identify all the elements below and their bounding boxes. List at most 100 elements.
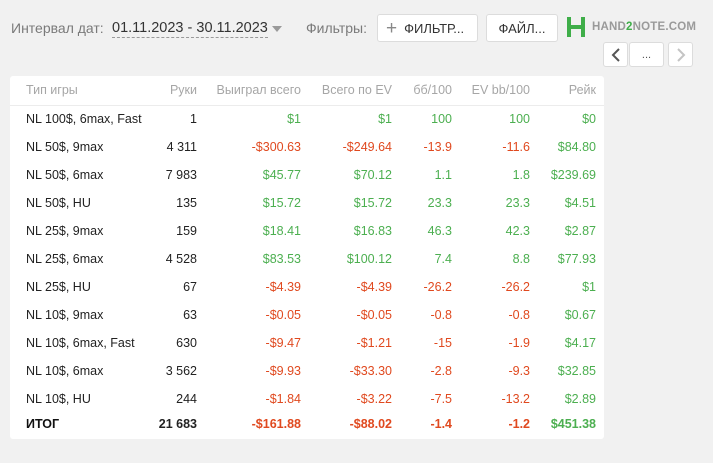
cell-hands: 3 562: [165, 364, 197, 378]
cell-ev-total: $16.83: [353, 224, 392, 238]
date-interval-picker[interactable]: 01.11.2023 - 30.11.2023: [112, 20, 268, 38]
table-body: NL 100$, 6max, Fast 1 $1 $1 100 100 $0 NL 50$, …: [10, 105, 604, 435]
cell-won-total: -$0.05: [265, 308, 301, 322]
cell-rake: $4.17: [564, 336, 596, 350]
plus-icon: +: [386, 17, 398, 39]
total-row[interactable]: ИТОГ 21 683 -$161.88 -$88.02 -1.4 -1.2 $451.38: [10, 413, 604, 435]
table-row[interactable]: NL 50$, 9max 4 311 -$300.63 -$249.64 -13.9 -1…: [10, 133, 604, 161]
column-header-ev-bb100[interactable]: EV bb/100: [460, 76, 538, 106]
table-row[interactable]: NL 100$, 6max, Fast 1 $1 $1 100 100 $0: [10, 105, 604, 133]
cell-won-total: -$300.63: [251, 140, 301, 154]
cell-hands: 63: [183, 308, 197, 322]
table-row[interactable]: NL 25$, HU 67 -$4.39 -$4.39 -26.2 -26.2 $1: [10, 273, 604, 301]
table-row[interactable]: NL 25$, 9max 159 $18.41 $16.83 46.3 42.3 $2.87: [10, 217, 604, 245]
cell-game-type: NL 50$, 6max: [26, 168, 104, 182]
cell-hands: 4 311: [166, 140, 197, 154]
cell-won-total: -$4.39: [265, 280, 301, 294]
cell-ev-total: $15.72: [353, 196, 392, 210]
cell-game-type: NL 25$, 6max: [26, 252, 104, 266]
cell-ev-bb100: -1.9: [508, 336, 530, 350]
cell-ev-total: -$4.39: [356, 280, 392, 294]
chevron-right-icon: [676, 47, 685, 62]
cell-game-type: NL 100$, 6max, Fast: [26, 112, 142, 127]
cell-ev-total: -$1.21: [356, 336, 392, 350]
table-row[interactable]: NL 50$, HU 135 $15.72 $15.72 23.3 23.3 $4.51: [10, 189, 604, 217]
cell-ev-total: -$3.22: [356, 392, 392, 406]
cell-game-type: NL 10$, 6max: [26, 364, 104, 378]
cell-won-total: $45.77: [262, 168, 301, 182]
column-header-ev-total[interactable]: Всего по EV: [309, 76, 400, 106]
cell-rake: $1: [582, 280, 596, 294]
cell-ev-bb100: 1.8: [512, 168, 530, 182]
column-header-won-total[interactable]: Выиграл всего: [205, 76, 309, 106]
cell-ev-total: -$0.05: [356, 308, 392, 322]
logo-text: HAND2NOTE.COM: [592, 21, 696, 33]
cell-game-type: NL 25$, 9max: [26, 224, 104, 238]
column-header-bb100[interactable]: бб/100: [400, 76, 460, 106]
table-row[interactable]: NL 10$, 6max, Fast 630 -$9.47 -$1.21 -15 -1.9…: [10, 329, 604, 357]
cell-rake: $0.67: [564, 308, 596, 322]
cell-won-total: $18.41: [262, 224, 301, 238]
cell-rake: $0: [582, 112, 596, 127]
cell-won-total: $83.53: [262, 252, 301, 266]
cell-game-type: ИТОГ: [26, 417, 60, 431]
hand2note-logo-icon: [567, 17, 585, 37]
cell-rake: $2.87: [564, 224, 596, 238]
chevron-left-icon: [611, 47, 620, 62]
date-interval-label: Интервал дат:: [11, 20, 104, 36]
file-button[interactable]: ФАЙЛ...: [486, 14, 558, 42]
file-button-label: ФАЙЛ...: [498, 20, 546, 36]
column-header-game-type[interactable]: Тип игры: [10, 76, 150, 106]
table-row[interactable]: NL 50$, 6max 7 983 $45.77 $70.12 1.1 1.8 $239.…: [10, 161, 604, 189]
cell-bb100: -0.8: [430, 308, 452, 322]
cell-won-total: -$1.84: [265, 392, 301, 406]
cell-hands: 1: [190, 112, 197, 127]
cell-bb100: -7.5: [430, 392, 452, 406]
table-row[interactable]: NL 10$, 6max 3 562 -$9.93 -$33.30 -2.8 -9.3 $3…: [10, 357, 604, 385]
cell-ev-bb100: 8.8: [512, 252, 530, 266]
cell-hands: 21 683: [158, 417, 197, 431]
cell-game-type: NL 10$, 9max: [26, 308, 104, 322]
table-row[interactable]: NL 25$, 6max 4 528 $83.53 $100.12 7.4 8.8 $77.…: [10, 245, 604, 273]
cell-hands: 159: [176, 224, 197, 238]
cell-won-total: -$9.93: [265, 364, 301, 378]
cell-rake: $451.38: [550, 417, 596, 431]
table-header-row: Тип игры Руки Выиграл всего Всего по EV бб/1…: [10, 76, 604, 106]
next-button[interactable]: [668, 42, 693, 67]
prev-button[interactable]: [603, 42, 628, 67]
cell-ev-bb100: -1.2: [508, 417, 530, 431]
cell-ev-bb100: -0.8: [508, 308, 530, 322]
cell-ev-total: -$88.02: [349, 417, 392, 431]
table-row[interactable]: NL 10$, HU 244 -$1.84 -$3.22 -7.5 -13.2 $2.89: [10, 385, 604, 413]
cell-won-total: $15.72: [262, 196, 301, 210]
cell-ev-total: -$249.64: [342, 140, 392, 154]
cell-bb100: 100: [431, 112, 452, 127]
cell-ev-total: $100.12: [346, 252, 392, 266]
more-button[interactable]: ...: [629, 42, 664, 67]
cell-bb100: -2.8: [430, 364, 452, 378]
filters-label: Фильтры:: [306, 20, 367, 36]
cell-rake: $239.69: [550, 168, 596, 182]
cell-rake: $2.89: [564, 392, 596, 406]
add-filter-button[interactable]: + ФИЛЬТР...: [377, 14, 478, 42]
caret-down-icon[interactable]: [272, 26, 282, 32]
cell-game-type: NL 50$, HU: [26, 196, 91, 210]
cell-hands: 630: [176, 336, 197, 350]
cell-won-total: $1: [287, 112, 301, 127]
cell-bb100: 23.3: [427, 196, 452, 210]
cell-ev-bb100: -11.6: [502, 140, 530, 154]
cell-bb100: 46.3: [427, 224, 452, 238]
cell-ev-total: -$33.30: [349, 364, 392, 378]
column-header-hands[interactable]: Руки: [150, 76, 205, 106]
column-header-rake[interactable]: Рейк: [538, 76, 604, 106]
hand2note-logo: HAND2NOTE.COM: [565, 16, 696, 38]
cell-bb100: -1.4: [430, 417, 452, 431]
logo-text-hand: HAND: [592, 21, 627, 33]
table-row[interactable]: NL 10$, 9max 63 -$0.05 -$0.05 -0.8 -0.8 $0.67: [10, 301, 604, 329]
cell-ev-bb100: -13.2: [501, 392, 531, 406]
cell-bb100: -26.2: [423, 280, 453, 294]
cell-bb100: 7.4: [434, 252, 452, 266]
cell-game-type: NL 25$, HU: [26, 280, 91, 294]
cell-hands: 67: [183, 280, 197, 294]
cell-won-total: -$9.47: [265, 336, 301, 350]
